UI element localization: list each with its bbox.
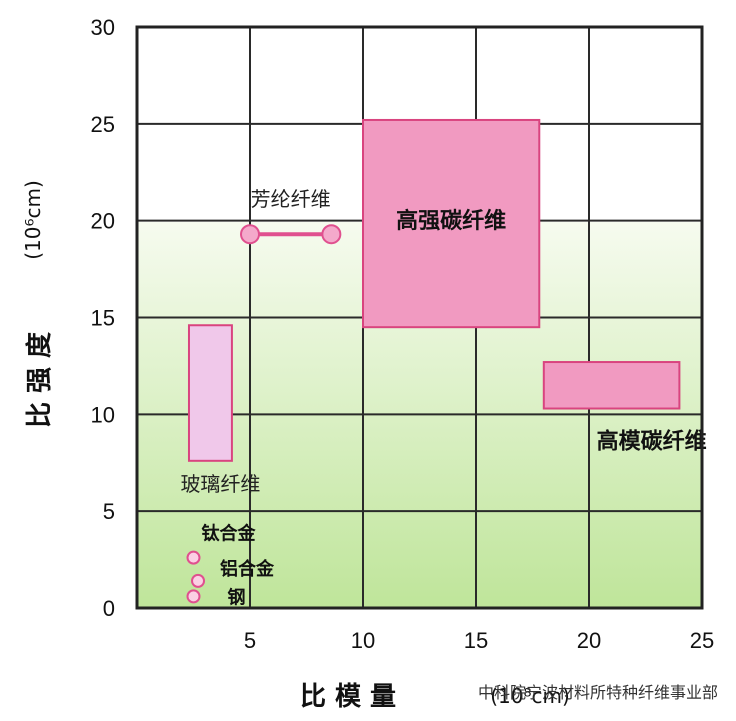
x-tick-label: 5 [244, 628, 256, 653]
y-tick-label: 30 [91, 15, 115, 40]
material-point [191, 573, 206, 588]
x-tick-label: 10 [351, 628, 375, 653]
material-point [186, 550, 201, 565]
point-label: 铝合金 [220, 558, 275, 580]
region-rect [362, 118, 541, 329]
x-axis-unit: (10⁸cm) [490, 684, 570, 708]
watermark: 中科院宁波材料所特种纤维事业部 [478, 683, 718, 702]
material-point [186, 589, 201, 604]
y-tick-label: 20 [91, 209, 115, 234]
region-label: 高强碳纤维 [396, 208, 506, 234]
region-rect [187, 324, 233, 462]
y-tick-label: 25 [91, 112, 115, 137]
region-label: 玻璃纤维 [180, 472, 260, 496]
x-tick-label: 15 [464, 628, 488, 653]
plot-frame [135, 25, 704, 610]
point-label: 钢 [228, 586, 246, 608]
x-tick-labels: 5 10 15 20 25 [244, 628, 714, 653]
segment-label: 芳纶纤维 [251, 187, 331, 211]
y-tick-label: 15 [91, 306, 115, 331]
y-tick-labels: 0 5 10 15 20 25 30 [91, 15, 115, 621]
region-rect [542, 361, 681, 410]
segment-endpoint [321, 224, 342, 245]
y-axis-title: 比 强 度 [24, 332, 55, 428]
x-tick-label: 25 [690, 628, 714, 653]
y-tick-label: 0 [103, 596, 115, 621]
y-tick-label: 10 [91, 402, 115, 427]
x-tick-label: 20 [577, 628, 601, 653]
x-axis-title: 比 模 量 [300, 682, 396, 712]
segment-endpoint [240, 224, 260, 245]
y-axis-unit: (10⁶cm) [21, 180, 45, 260]
point-label: 钛合金 [202, 523, 257, 545]
segments: 芳纶纤维 [240, 187, 342, 245]
y-tick-label: 5 [103, 499, 115, 524]
region-label: 高模碳纤维 [597, 429, 707, 455]
